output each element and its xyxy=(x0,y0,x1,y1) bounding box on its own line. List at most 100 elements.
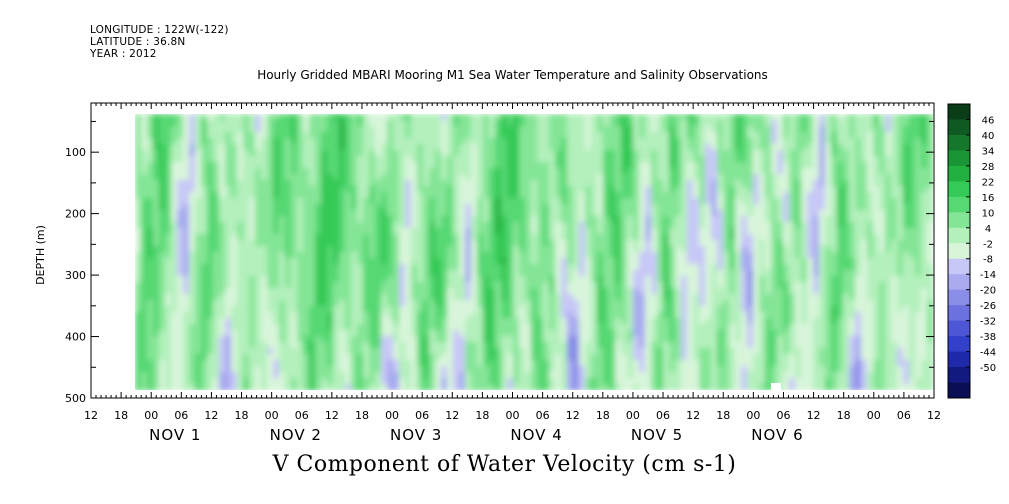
heatmap-cell xyxy=(777,294,784,301)
heatmap-cell xyxy=(255,138,262,145)
heatmap-cell xyxy=(255,336,262,343)
heatmap-cell xyxy=(693,150,700,157)
heatmap-cell xyxy=(303,162,310,169)
heatmap-cell xyxy=(183,294,190,301)
heatmap-cell xyxy=(555,204,562,211)
heatmap-cell xyxy=(573,276,580,283)
heatmap-cell xyxy=(543,186,550,193)
heatmap-cell xyxy=(567,210,574,217)
heatmap-cell xyxy=(759,180,766,187)
heatmap-cell xyxy=(333,264,340,271)
heatmap-cell xyxy=(255,174,262,181)
heatmap-cell xyxy=(657,348,664,355)
heatmap-cell xyxy=(555,132,562,139)
heatmap-cell xyxy=(375,216,382,223)
heatmap-cell xyxy=(333,366,340,373)
heatmap-cell xyxy=(669,366,676,373)
heatmap-cell xyxy=(513,318,520,325)
heatmap-cell xyxy=(297,216,304,223)
heatmap-cell xyxy=(213,342,220,349)
heatmap-cell xyxy=(375,234,382,241)
heatmap-cell xyxy=(153,306,160,313)
heatmap-cell xyxy=(201,174,208,181)
heatmap-cell xyxy=(507,192,514,199)
heatmap-cell xyxy=(279,354,286,361)
heatmap-cell xyxy=(447,156,454,163)
heatmap-cell xyxy=(177,270,184,277)
heatmap-cell xyxy=(345,144,352,151)
heatmap-cell xyxy=(507,318,514,325)
heatmap-cell xyxy=(741,126,748,133)
heatmap-cell xyxy=(525,228,532,235)
heatmap-cell xyxy=(561,126,568,133)
heatmap-cell xyxy=(171,306,178,313)
heatmap-cell xyxy=(693,288,700,295)
heatmap-cell xyxy=(717,264,724,271)
heatmap-cell xyxy=(717,120,724,127)
heatmap-cell xyxy=(273,216,280,223)
heatmap-cell xyxy=(759,186,766,193)
heatmap-cell xyxy=(489,336,496,343)
heatmap-cell xyxy=(753,342,760,349)
heatmap-cell xyxy=(201,246,208,253)
heatmap-cell xyxy=(711,366,718,373)
heatmap-cell xyxy=(543,234,550,241)
heatmap-cell xyxy=(585,288,592,295)
heatmap-cell xyxy=(591,330,598,337)
heatmap-cell xyxy=(405,132,412,139)
heatmap-cell xyxy=(177,240,184,247)
heatmap-cell xyxy=(201,258,208,265)
heatmap-cell xyxy=(651,162,658,169)
heatmap-cell xyxy=(459,258,466,265)
heatmap-cell xyxy=(603,354,610,361)
heatmap-cell xyxy=(327,132,334,139)
heatmap-cell xyxy=(399,234,406,241)
heatmap-cell xyxy=(579,354,586,361)
heatmap-cell xyxy=(387,366,394,373)
heatmap-cell xyxy=(651,372,658,379)
heatmap-cell xyxy=(411,198,418,205)
heatmap-cell xyxy=(633,258,640,265)
heatmap-cell xyxy=(633,150,640,157)
heatmap-cell xyxy=(669,306,676,313)
heatmap-cell xyxy=(339,348,346,355)
heatmap-cell xyxy=(255,306,262,313)
heatmap-cell xyxy=(315,270,322,277)
heatmap-cell xyxy=(237,180,244,187)
heatmap-cell xyxy=(465,240,472,247)
heatmap-cell xyxy=(357,384,364,390)
heatmap-cell xyxy=(621,252,628,259)
heatmap-cell xyxy=(267,366,274,373)
heatmap-cell xyxy=(381,372,388,379)
heatmap-cell xyxy=(669,294,676,301)
heatmap-cell xyxy=(249,312,256,319)
heatmap-cell xyxy=(633,132,640,139)
heatmap-cell xyxy=(285,342,292,349)
heatmap-cell xyxy=(189,198,196,205)
heatmap-cell xyxy=(483,240,490,247)
heatmap-cell xyxy=(567,366,574,373)
heatmap-cell xyxy=(231,186,238,193)
heatmap-cell xyxy=(753,228,760,235)
heatmap-cell xyxy=(375,240,382,247)
heatmap-cell xyxy=(495,246,502,253)
heatmap-cell xyxy=(183,372,190,379)
heatmap-cell xyxy=(681,384,688,390)
heatmap-cell xyxy=(417,378,424,385)
heatmap-cell xyxy=(363,324,370,331)
heatmap-cell xyxy=(195,300,202,307)
heatmap-cell xyxy=(339,216,346,223)
heatmap-cell xyxy=(357,336,364,343)
heatmap-cell xyxy=(771,372,778,379)
heatmap-cell xyxy=(201,114,208,121)
heatmap-cell xyxy=(603,372,610,379)
heatmap-cell xyxy=(525,318,532,325)
heatmap-cell xyxy=(531,126,538,133)
heatmap-cell xyxy=(525,342,532,349)
heatmap-cell xyxy=(543,288,550,295)
heatmap-cell xyxy=(621,132,628,139)
heatmap-cell xyxy=(279,264,286,271)
heatmap-cell xyxy=(603,132,610,139)
heatmap-cell xyxy=(279,300,286,307)
heatmap-cell xyxy=(441,174,448,181)
